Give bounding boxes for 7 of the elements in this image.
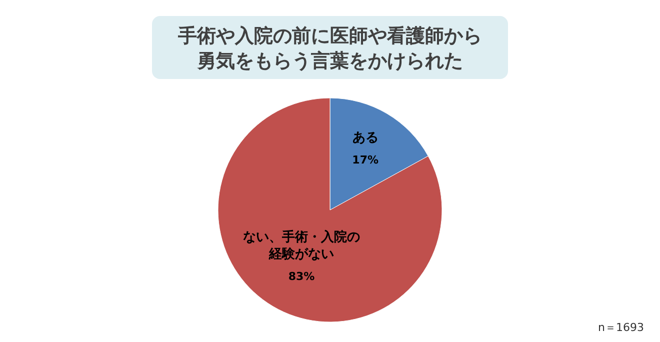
slice-label: ある [352, 130, 378, 146]
text: n＝1693 [598, 321, 644, 334]
data-label: 17% [352, 154, 379, 167]
chart-title: 手術や入院の前に医師や看護師から勇気をもらう言葉をかけられた [177, 25, 482, 72]
pie-slice [218, 98, 442, 322]
data-label: 83% [288, 270, 315, 284]
slice-label: ない、手術・入院の経験がない [242, 229, 360, 262]
